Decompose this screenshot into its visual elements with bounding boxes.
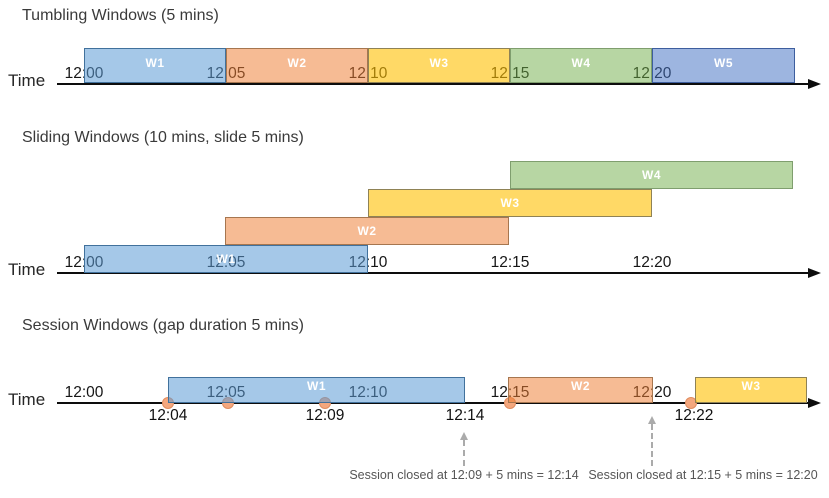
window-label: W3 [500, 196, 520, 210]
window-box: W3 [368, 48, 510, 83]
session-close-arrow [463, 440, 465, 466]
session-close-note: Session closed at 12:09 + 5 mins = 12:14 [349, 468, 579, 482]
event-time-label: 12:04 [148, 407, 188, 424]
window-label: W2 [357, 224, 377, 238]
session-title: Session Windows (gap duration 5 mins) [22, 317, 304, 334]
time-axis-arrowhead [808, 267, 821, 278]
window-box: W3 [695, 377, 807, 403]
time-axis-line [57, 272, 810, 275]
window-label: W1 [145, 56, 165, 70]
event-time-label: 12:09 [305, 407, 345, 424]
window-box: W1 [168, 377, 465, 403]
event-time-label: 12:14 [445, 407, 485, 424]
window-label: W3 [741, 379, 761, 393]
window-box: W5 [652, 48, 795, 83]
window-label: W1 [307, 379, 326, 393]
window-label: W2 [287, 56, 307, 70]
axis-tick-label: 12:00 [64, 384, 104, 401]
window-box: W2 [225, 217, 509, 245]
sliding-title: Sliding Windows (10 mins, slide 5 mins) [22, 129, 304, 146]
window-label: W5 [714, 56, 733, 70]
window-label: W2 [571, 379, 590, 393]
window-box: W4 [510, 161, 793, 189]
time-axis-line [57, 83, 810, 86]
window-label: W4 [642, 168, 661, 182]
event-dot [685, 397, 697, 409]
window-box: W1 [84, 245, 368, 273]
session-close-arrowhead [460, 432, 468, 440]
window-label: W3 [429, 56, 449, 70]
session-close-arrowhead [648, 416, 656, 424]
event-time-label: 12:22 [674, 407, 714, 424]
sliding-time-axis-label: Time [8, 260, 46, 279]
session-close-note: Session closed at 12:15 + 5 mins = 12:20 [588, 468, 818, 482]
tumbling-title: Tumbling Windows (5 mins) [22, 7, 219, 24]
session-close-arrow [651, 424, 653, 466]
window-label: W1 [216, 252, 236, 266]
window-box: W3 [368, 189, 652, 217]
tumbling-time-axis-label: Time [8, 71, 46, 90]
window-box: W4 [510, 48, 652, 83]
window-box: W2 [508, 377, 653, 403]
axis-tick-label: 12:20 [632, 254, 672, 271]
time-axis-arrowhead [808, 78, 821, 89]
window-box: W2 [226, 48, 368, 83]
window-label: W4 [571, 56, 591, 70]
time-axis-line [57, 402, 810, 405]
session-time-axis-label: Time [8, 390, 46, 409]
axis-tick-label: 12:15 [490, 254, 530, 271]
time-axis-arrowhead [808, 397, 821, 408]
window-box: W1 [84, 48, 226, 83]
